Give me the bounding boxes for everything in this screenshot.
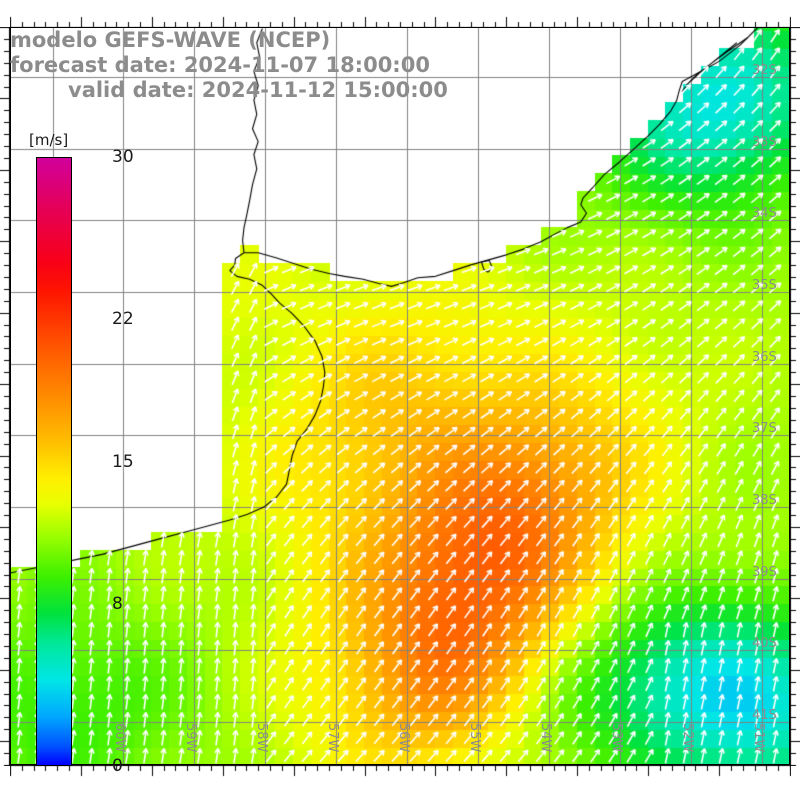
map-plot-area[interactable]: 32S33S34S35S36S37S38S39S40S41S61W60W59W5…	[10, 27, 790, 765]
lon-label-57W: 57W	[325, 723, 341, 753]
lat-label-37S: 37S	[752, 421, 777, 437]
lat-label-35S: 35S	[752, 278, 777, 294]
lon-label-58W: 58W	[254, 723, 270, 753]
lat-label-39S: 39S	[752, 564, 777, 580]
lon-label-53W: 53W	[608, 723, 624, 753]
lat-label-34S: 34S	[752, 206, 777, 222]
colorbar-gradient	[36, 157, 72, 766]
colorbar[interactable]: 30 22 15 8 0	[36, 147, 134, 776]
wind-direction-arrows	[10, 27, 790, 765]
axis-ticks-top	[10, 15, 791, 28]
lon-label-59W: 59W	[183, 723, 199, 753]
lat-label-41S: 41S	[752, 708, 777, 723]
colorbar-tick-15: 15	[112, 451, 134, 472]
lon-label-54W: 54W	[537, 723, 553, 753]
lat-label-40S: 40S	[752, 636, 777, 652]
axis-ticks-left	[0, 27, 10, 766]
lat-label-33S: 33S	[752, 134, 777, 150]
lon-label-55W: 55W	[467, 723, 482, 753]
lon-label-60W: 60W	[112, 723, 128, 753]
axis-ticks-bottom	[10, 765, 791, 778]
colorbar-tick-0: 0	[112, 756, 123, 776]
colorbar-tick-8: 8	[112, 593, 123, 614]
lon-label-51W: 51W	[750, 723, 766, 753]
lat-label-38S: 38S	[752, 493, 777, 509]
lat-label-36S: 36S	[752, 349, 777, 365]
colorbar-unit-label: [m/s]	[29, 131, 69, 149]
lat-label-32S: 32S	[752, 63, 777, 79]
colorbar-tick-22: 22	[112, 309, 134, 330]
axis-ticks-right	[790, 27, 800, 766]
lon-label-56W: 56W	[396, 723, 412, 753]
lon-label-52W: 52W	[679, 723, 695, 753]
colorbar-tick-30: 30	[112, 147, 134, 167]
